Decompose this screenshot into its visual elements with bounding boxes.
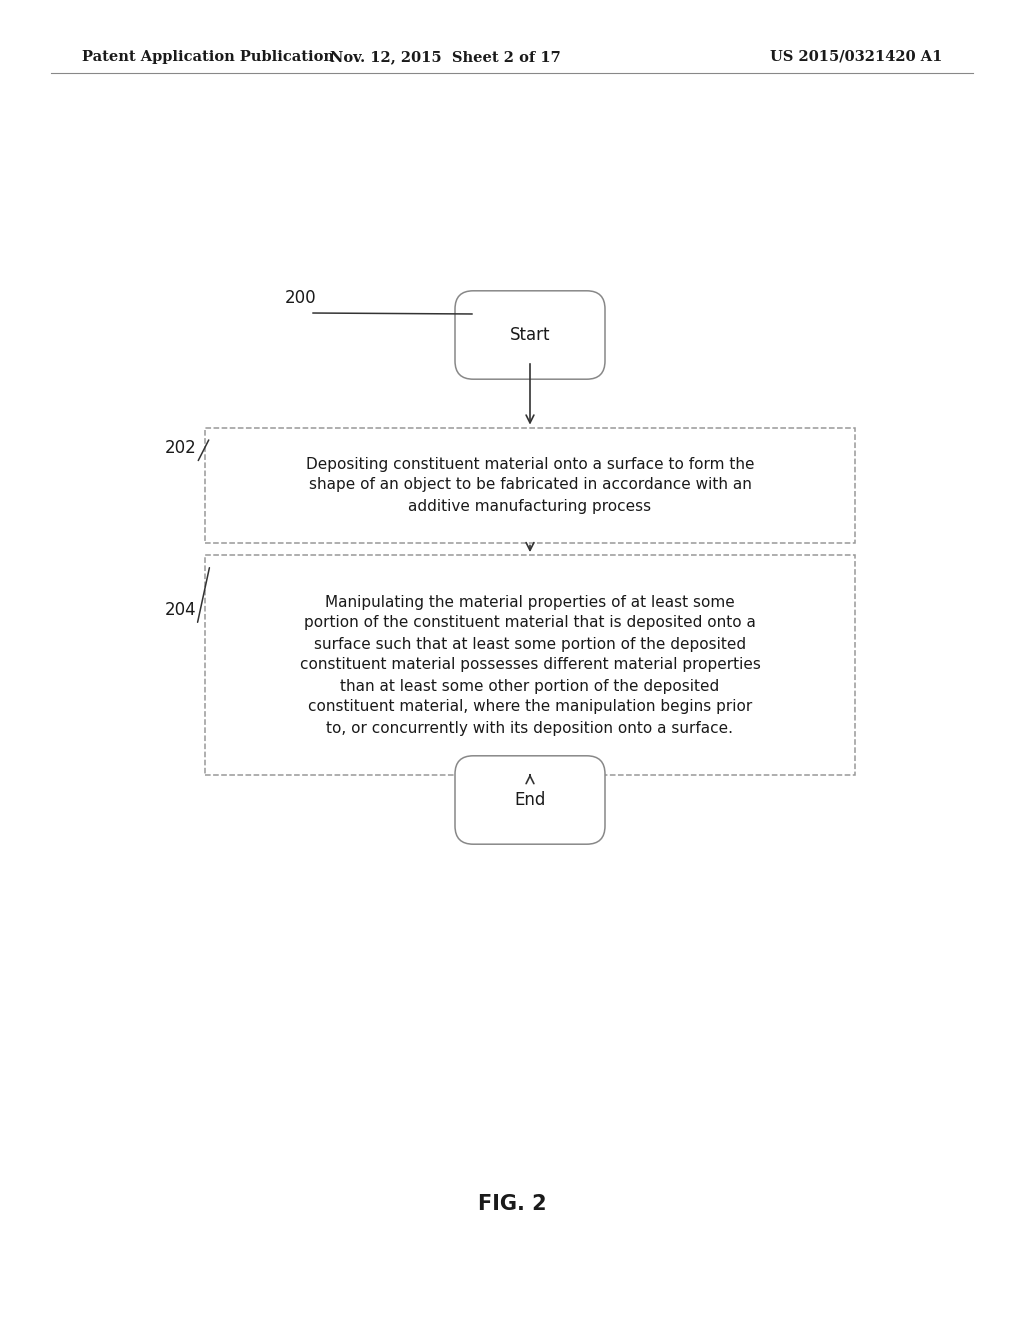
Text: Patent Application Publication: Patent Application Publication: [82, 50, 334, 63]
Text: Manipulating the material properties of at least some
portion of the constituent: Manipulating the material properties of …: [300, 594, 761, 735]
FancyBboxPatch shape: [455, 290, 605, 379]
Text: Depositing constituent material onto a surface to form the
shape of an object to: Depositing constituent material onto a s…: [306, 457, 755, 513]
Text: 202: 202: [165, 440, 197, 457]
Text: End: End: [514, 791, 546, 809]
Text: 200: 200: [285, 289, 316, 308]
Text: FIG. 2: FIG. 2: [477, 1193, 547, 1214]
Text: Nov. 12, 2015  Sheet 2 of 17: Nov. 12, 2015 Sheet 2 of 17: [330, 50, 561, 63]
FancyBboxPatch shape: [455, 756, 605, 845]
Text: US 2015/0321420 A1: US 2015/0321420 A1: [770, 50, 942, 63]
Bar: [205, 554, 855, 775]
Text: 204: 204: [165, 601, 197, 619]
Bar: [205, 428, 855, 543]
Text: Start: Start: [510, 326, 550, 345]
